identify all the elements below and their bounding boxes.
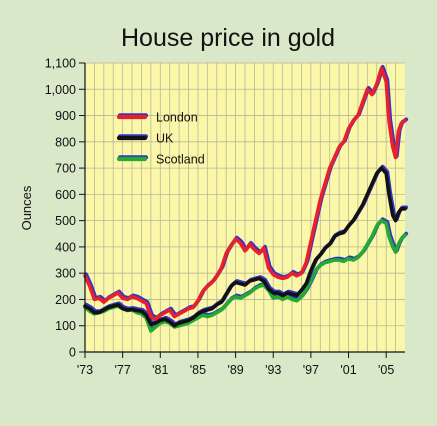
legend-label-scotland: Scotland [156, 153, 205, 167]
series-line-scotland [83, 218, 407, 333]
x-tick-label: '97 [303, 363, 319, 377]
legend-label-london: London [156, 111, 198, 125]
y-tick-label: 1,100 [45, 57, 76, 71]
x-tick-label: '05 [378, 363, 394, 377]
legend-label-uk: UK [156, 132, 174, 146]
y-tick-label: 0 [69, 346, 76, 360]
x-tick-label: '89 [227, 363, 243, 377]
y-axis-title: Ounces [19, 185, 34, 230]
y-tick-label: 200 [55, 293, 76, 307]
x-tick-label: '77 [114, 363, 130, 377]
y-tick-label: 500 [55, 214, 76, 228]
chart-title: House price in gold [121, 24, 335, 52]
y-tick-label: 300 [55, 267, 76, 281]
series-lines [83, 64, 409, 333]
y-tick-label: 600 [55, 188, 76, 202]
y-tick-label: 700 [55, 162, 76, 176]
axis-ticks: 0 100 200 300 400 500 600 700 800 900 1,000 1,100 '7… [45, 57, 395, 378]
y-tick-label: 400 [55, 240, 76, 254]
y-tick-label: 800 [55, 135, 76, 149]
series-line-london [83, 66, 407, 321]
y-tick-label: 100 [55, 319, 76, 333]
x-tick-label: '81 [152, 363, 168, 377]
x-tick-label: '01 [340, 363, 356, 377]
series-line-uk [83, 166, 407, 328]
x-tick-label: '93 [265, 363, 281, 377]
y-tick-label: 1,000 [45, 83, 76, 97]
legend: London UK Scotland [116, 111, 205, 167]
x-tick-label: '85 [190, 363, 206, 377]
x-tick-label: '73 [77, 363, 93, 377]
y-tick-label: 900 [55, 109, 76, 123]
